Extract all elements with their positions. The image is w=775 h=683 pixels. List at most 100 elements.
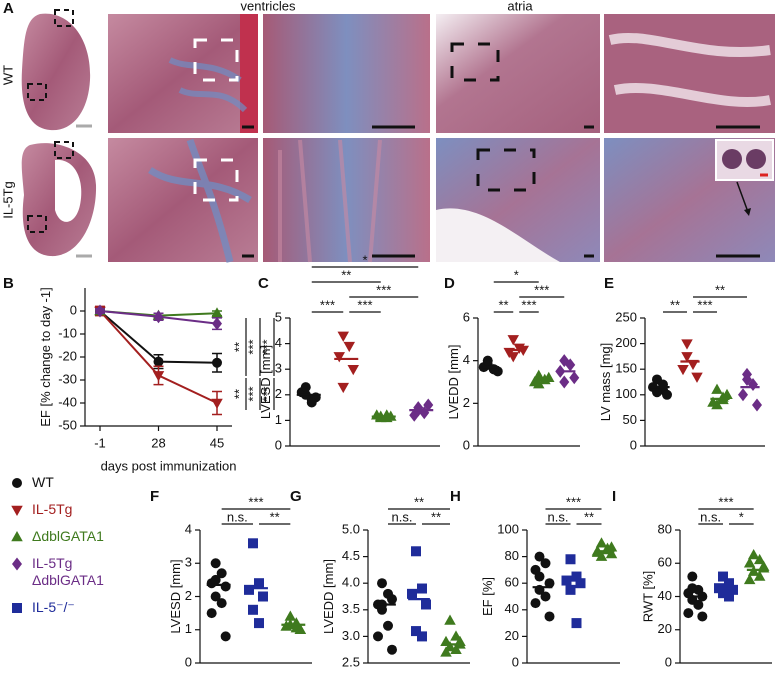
y-tick-label: -40 [58, 394, 77, 409]
significance-label: *** [248, 494, 263, 509]
significance-label: ** [270, 509, 280, 524]
point [565, 358, 576, 372]
legend-marker [11, 531, 23, 542]
point [216, 568, 227, 579]
x-tick-label: 28 [151, 435, 165, 450]
column-label: ventricles [241, 0, 296, 13]
point [212, 317, 222, 331]
point [533, 378, 545, 389]
significance-label: *** [245, 386, 260, 401]
legend-marker [11, 505, 23, 516]
x-tick-label: 45 [210, 435, 224, 450]
y-tick-label: 2 [275, 386, 282, 401]
point [440, 646, 452, 657]
point [718, 571, 728, 582]
point [387, 594, 397, 605]
point [333, 352, 345, 363]
y-tick-label: 5.0 [342, 521, 360, 536]
y-tick-label: -30 [58, 371, 77, 386]
point [544, 578, 555, 589]
y-axis-label: LV mass [mg] [598, 343, 613, 422]
point [534, 551, 545, 562]
y-tick-label: 20 [658, 621, 672, 636]
point [373, 631, 383, 642]
y-tick-label: 2 [185, 588, 192, 603]
point [152, 371, 165, 382]
point [724, 578, 734, 589]
y-tick-label: 3 [275, 361, 282, 376]
histology-image [436, 208, 560, 262]
y-tick-label: 4 [463, 352, 470, 367]
significance-label: *** [521, 297, 536, 312]
point [693, 599, 704, 610]
panel-label: H [450, 488, 461, 505]
histology-image [436, 14, 600, 133]
zoom-box [27, 83, 47, 101]
point [743, 573, 756, 585]
chart: B -50 -40 -30 -20 -10 0 EF [% change to day -1]… [3, 275, 275, 473]
point [300, 382, 311, 393]
point [347, 364, 359, 376]
point [605, 541, 618, 552]
point [724, 591, 734, 602]
point [417, 583, 427, 594]
arrow [736, 181, 749, 213]
point [533, 369, 545, 380]
point [248, 604, 258, 615]
significance-label: *** [259, 339, 274, 354]
point [337, 331, 349, 342]
row-label: WT [0, 65, 15, 85]
y-tick-label: 0 [512, 654, 519, 669]
point [569, 371, 580, 385]
point [482, 355, 493, 366]
point [530, 598, 541, 609]
y-tick-label: 250 [615, 309, 637, 324]
y-tick-label: 4.0 [342, 575, 360, 590]
significance-label: ** [670, 297, 680, 312]
point [681, 352, 693, 363]
significance-label: ** [231, 389, 246, 399]
legend-item: IL-5Tg ΔdblGATA1 [10, 555, 120, 589]
point [417, 631, 427, 642]
significance-label: *** [357, 297, 372, 312]
point [254, 578, 264, 589]
y-tick-label: 0 [70, 302, 77, 317]
legend-marker [12, 557, 22, 571]
y-axis-label: LVEDD [mm] [321, 559, 336, 634]
histology-image [278, 139, 382, 263]
point [407, 588, 417, 599]
y-tick-label: 20 [505, 628, 519, 643]
significance-label: *** [259, 386, 274, 401]
y-axis-label: EF [%] [480, 577, 495, 616]
x-tick-label: -1 [94, 435, 106, 450]
point [450, 643, 462, 654]
y-tick-label: 60 [658, 555, 672, 570]
y-tick-label: -10 [58, 325, 77, 340]
point [559, 375, 570, 389]
point [337, 382, 349, 394]
histology-image [608, 32, 771, 108]
point [507, 352, 519, 363]
panel-label: A [3, 0, 14, 17]
significance-label: ** [414, 494, 424, 509]
point [210, 574, 221, 585]
point [691, 372, 703, 383]
row-label: IL-5Tg [0, 181, 15, 219]
x-axis-label: days post immunization [101, 458, 237, 473]
significance-label: *** [534, 282, 549, 297]
y-axis-label: LVESD [mm] [168, 559, 183, 633]
point [220, 581, 231, 592]
point [742, 372, 752, 386]
point [95, 304, 105, 318]
inset-image [722, 149, 742, 169]
point [248, 538, 258, 549]
y-tick-label: 4 [275, 335, 282, 350]
y-axis-label: EF [% change to day -1] [38, 287, 53, 426]
point [595, 537, 608, 548]
point [718, 588, 728, 599]
panel-label: D [444, 275, 455, 292]
